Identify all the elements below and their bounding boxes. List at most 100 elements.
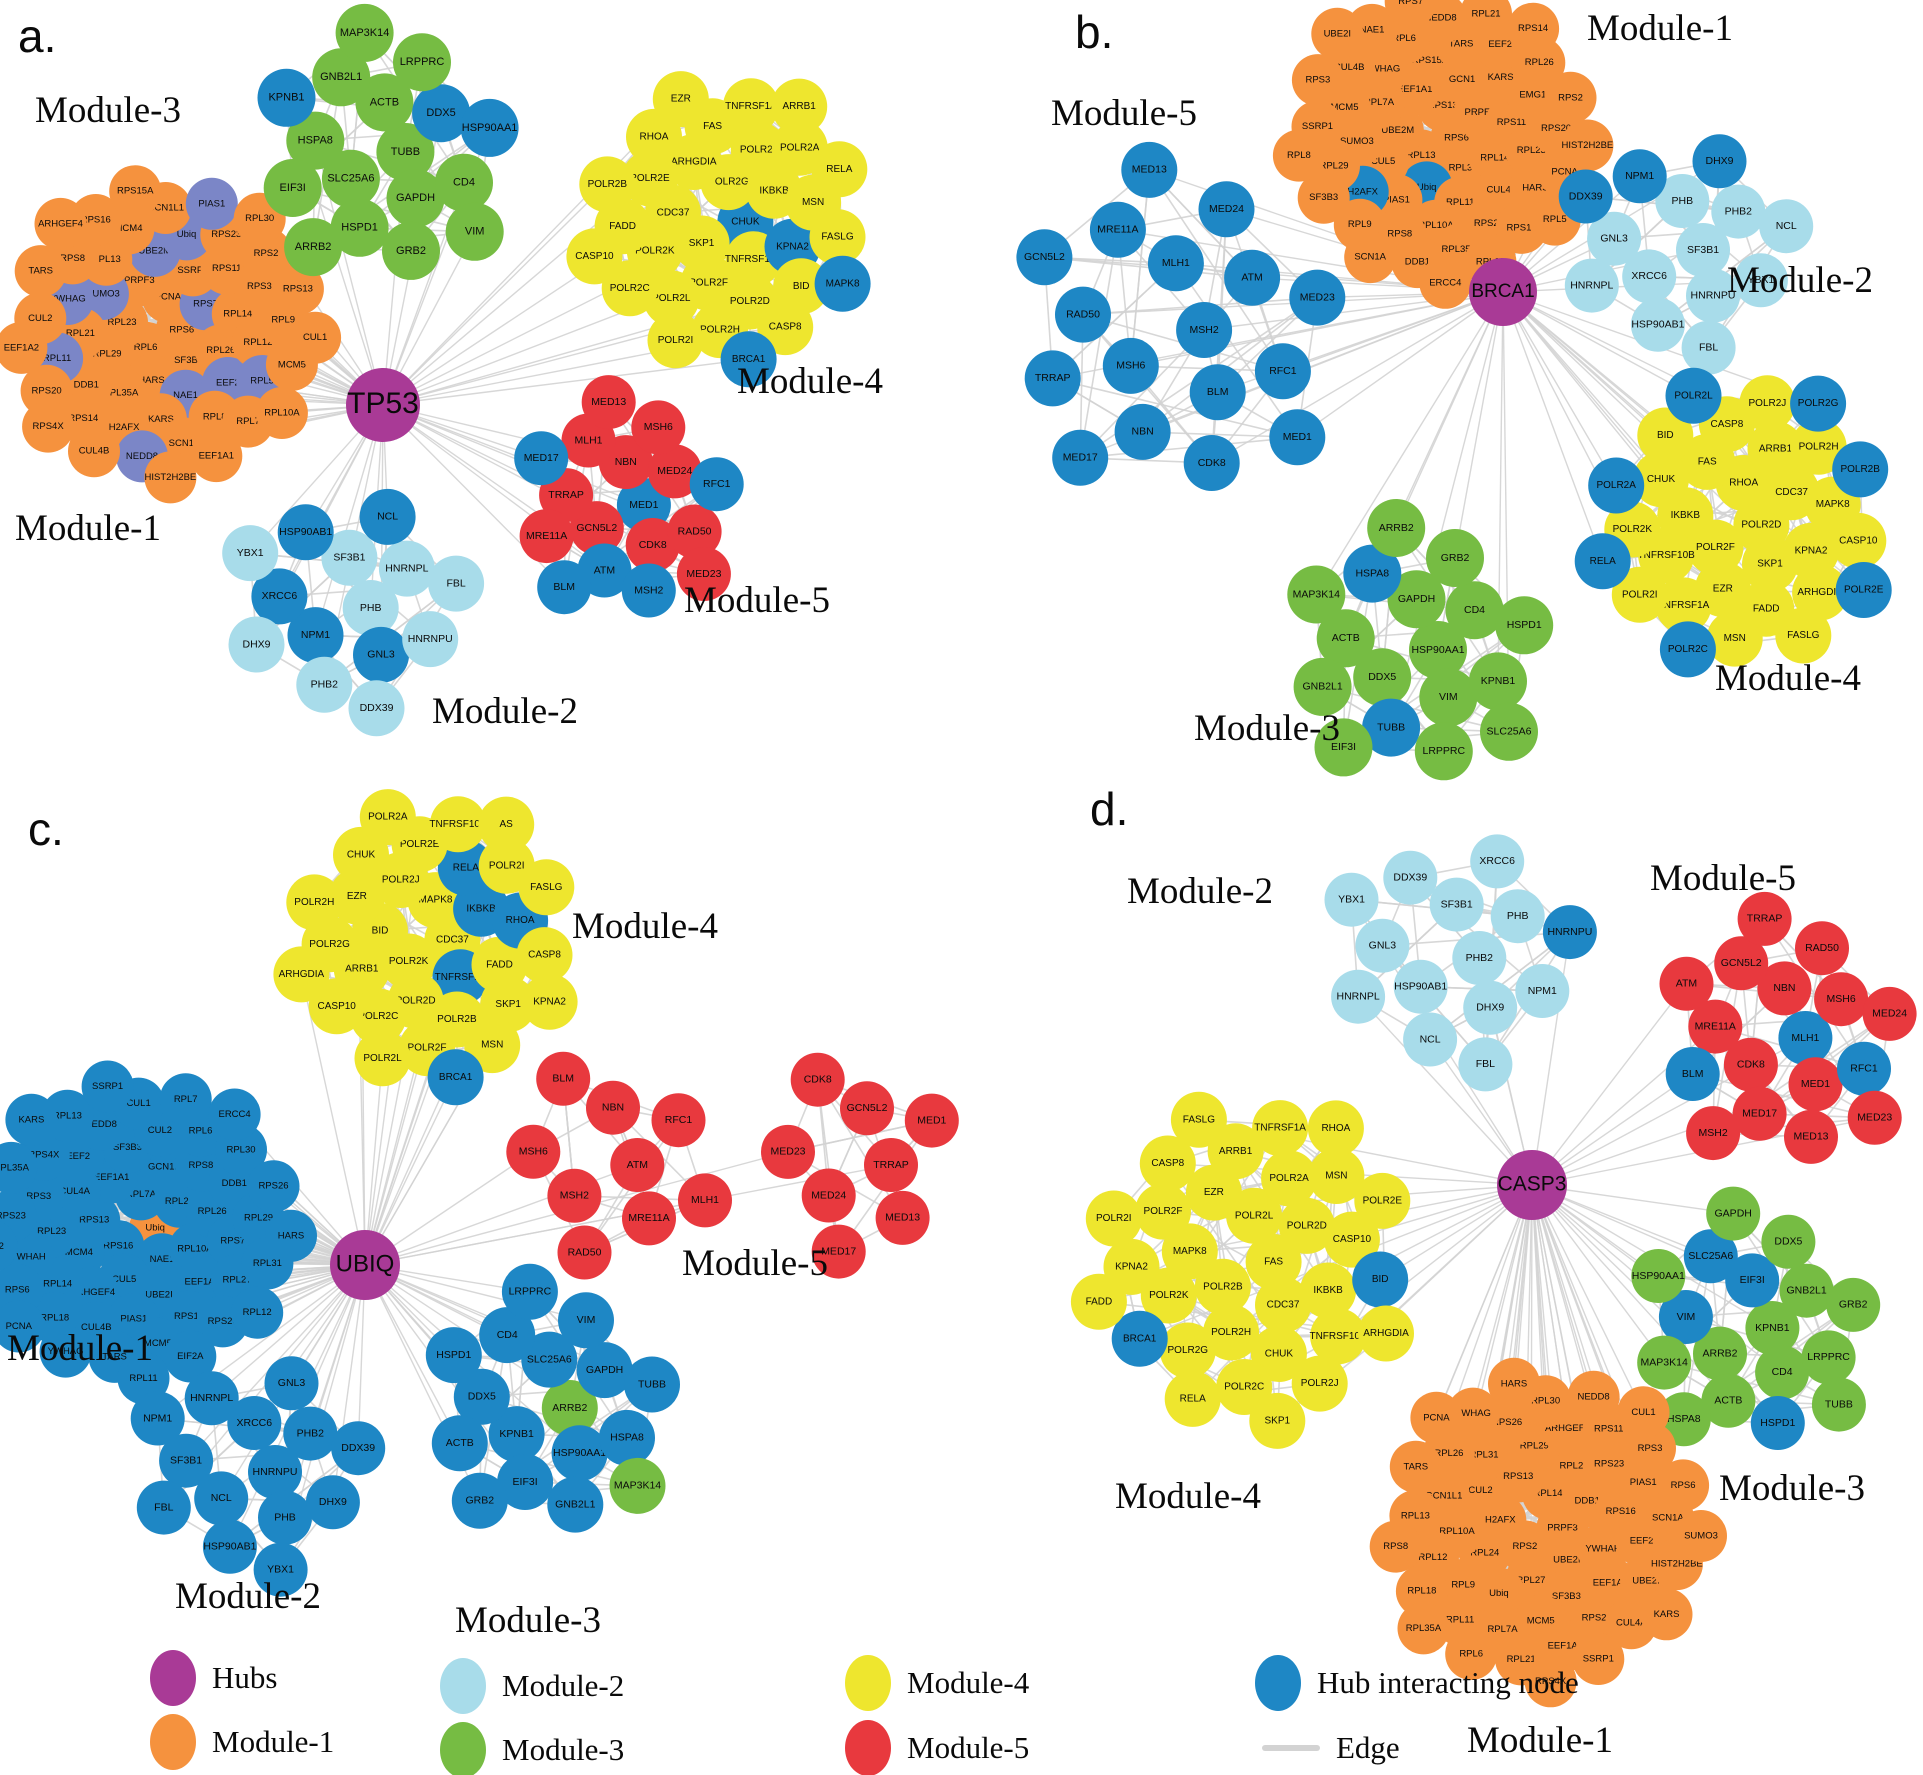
node-label: POLR2L — [1674, 390, 1713, 401]
node-label: CUL4A — [59, 1186, 90, 1197]
node-label: EEF1A1 — [94, 1172, 129, 1183]
node-label: RPS3 — [247, 281, 272, 292]
node-POLR2I: POLR2I — [647, 312, 704, 369]
node-GRB2: GRB2 — [1426, 529, 1484, 587]
node-label: RPL9 — [271, 315, 295, 326]
node-label: GCN1L1 — [148, 1162, 185, 1173]
node-label: CUL4B — [81, 1322, 112, 1333]
node-label: HSP90AA1 — [553, 1447, 606, 1459]
node-EIF3I: EIF3I — [1314, 718, 1373, 777]
node-label: CUL1 — [1631, 1407, 1655, 1418]
node-label: RPS20 — [32, 385, 62, 396]
node-BRCA1: BRCA1 — [1111, 1310, 1168, 1367]
node-label: CASP10 — [1333, 1234, 1372, 1245]
legend-item-module-3: Module-3 — [440, 1722, 624, 1775]
node-HSPA8: HSPA8 — [286, 111, 345, 170]
node-DHX9: DHX9 — [1463, 980, 1518, 1035]
node-label: RPL7A — [1487, 1624, 1518, 1635]
node-HSPD1: HSPD1 — [1750, 1396, 1805, 1450]
node-label: PRPF3 — [1464, 107, 1495, 118]
node-label: CUL2 — [28, 313, 52, 324]
node-NCL: NCL — [1759, 199, 1814, 254]
node-label: RPL8 — [203, 411, 227, 422]
node-label: XRCC6 — [1479, 855, 1515, 867]
node-label: HSPD1 — [341, 222, 378, 234]
node-label: GRB2 — [1441, 552, 1470, 564]
node-LRPPRC: LRPPRC — [501, 1263, 558, 1320]
module-label: Module-2 — [1727, 260, 1873, 301]
node-ARHGDIA: ARHGDIA — [1358, 1305, 1414, 1362]
node-label: MAP3K14 — [1641, 1356, 1688, 1368]
node-GCN5L2: GCN5L2 — [840, 1081, 894, 1136]
node-label: ACTB — [370, 96, 399, 108]
node-label: GCN5L2 — [1024, 251, 1065, 263]
node-label: TARS — [1449, 39, 1474, 50]
panel-d: PHB2 HSP90AB1 SF3B1 DHX9 GNL3 PHB NCL DDX39 NPM1… — [1070, 783, 1917, 1761]
node-label: BID — [372, 925, 389, 936]
node-label: LRPPRC — [509, 1285, 552, 1297]
module-label: Module-5 — [1051, 93, 1197, 134]
node-label: MCM5 — [1331, 102, 1359, 113]
node-label: RPS23 — [1474, 218, 1504, 229]
node-label: POLR2D — [396, 996, 436, 1007]
node-label: MCM5 — [144, 1338, 172, 1349]
node-label: MRE11A — [628, 1212, 669, 1224]
node-label: SF3B1 — [1687, 244, 1719, 256]
node-RPL21: RPL21 — [1460, 0, 1512, 40]
node-POLR2L: POLR2L — [1665, 367, 1722, 424]
node-label: TRRAP — [548, 489, 584, 501]
node-label: XRCC6 — [237, 1417, 273, 1429]
node-label: RPS16 — [1507, 222, 1537, 233]
module-2-color-swatch — [440, 1658, 486, 1714]
node-AS: AS — [478, 796, 535, 853]
node-label: KARS — [1488, 72, 1514, 83]
node-label: CUL1 — [126, 1098, 150, 1109]
node-label: RPL6 — [1459, 1649, 1483, 1660]
node-CASP10: CASP10 — [566, 228, 623, 285]
node-label: Ubiq — [177, 229, 197, 240]
node-label: RPL5 — [250, 376, 274, 387]
node-label: SLC25A6 — [327, 173, 374, 185]
node-label: HARS — [138, 375, 164, 386]
node-BID: BID — [1352, 1251, 1409, 1308]
node-label: ARHGDIA — [1797, 587, 1843, 598]
node-label: RPL7A — [126, 1189, 157, 1200]
node-MED24: MED24 — [1862, 986, 1917, 1041]
node-IKBKB: IKBKB — [1300, 1262, 1357, 1319]
node-label: RPL23 — [1517, 145, 1546, 156]
node-label: TUBB — [1825, 1398, 1853, 1410]
node-label: ARHGDIA — [1363, 1328, 1409, 1339]
module-label: Module-5 — [684, 580, 830, 621]
node-label: RPL35A — [1406, 1623, 1442, 1634]
legend-item-hubs: Hubs — [150, 1650, 277, 1706]
node-HSPD1: HSPD1 — [1495, 596, 1554, 655]
node-label: MED23 — [686, 568, 721, 580]
node-label: HNRNPU — [1547, 926, 1592, 938]
node-label: NBN — [1132, 426, 1154, 438]
node-SF3B1: SF3B1 — [1429, 877, 1484, 932]
node-label: RPL5 — [1543, 214, 1567, 225]
node-label: RPS26 — [258, 1181, 288, 1192]
node-ARRB2: ARRB2 — [541, 1380, 598, 1436]
node-label: SCN1A — [1354, 252, 1386, 263]
node-label: RPS13 — [1503, 1471, 1533, 1482]
node-label: SLC25A6 — [527, 1353, 572, 1365]
node-label: FASLG — [1183, 1114, 1215, 1125]
node-label: GNB2L1 — [1786, 1284, 1826, 1296]
node-label: RPL13 — [1406, 150, 1435, 161]
node-label: TRRAP — [873, 1159, 909, 1171]
node-TUBB: TUBB — [624, 1356, 680, 1413]
node-label: GCN1L1 — [1425, 1490, 1462, 1501]
node-TNFRSF1A: TNFRSF1A — [1252, 1100, 1309, 1157]
node-RELA: RELA — [811, 141, 868, 198]
node-MED13: MED13 — [1121, 141, 1178, 198]
node-POLR2C: POLR2C — [1659, 621, 1716, 678]
node-label: DHX9 — [319, 1496, 347, 1508]
node-label: HSPD1 — [436, 1349, 471, 1361]
node-label: RPL23 — [1559, 1461, 1588, 1472]
nodes: CDC37POLR2KMAPK8TNFRSF1ABIDIKBKBPOLR2DPO… — [0, 789, 959, 1597]
node-label: POLR2F — [1696, 542, 1735, 553]
node-PHB2: PHB2 — [1452, 931, 1507, 985]
node-label: NEDD8 — [126, 451, 158, 462]
